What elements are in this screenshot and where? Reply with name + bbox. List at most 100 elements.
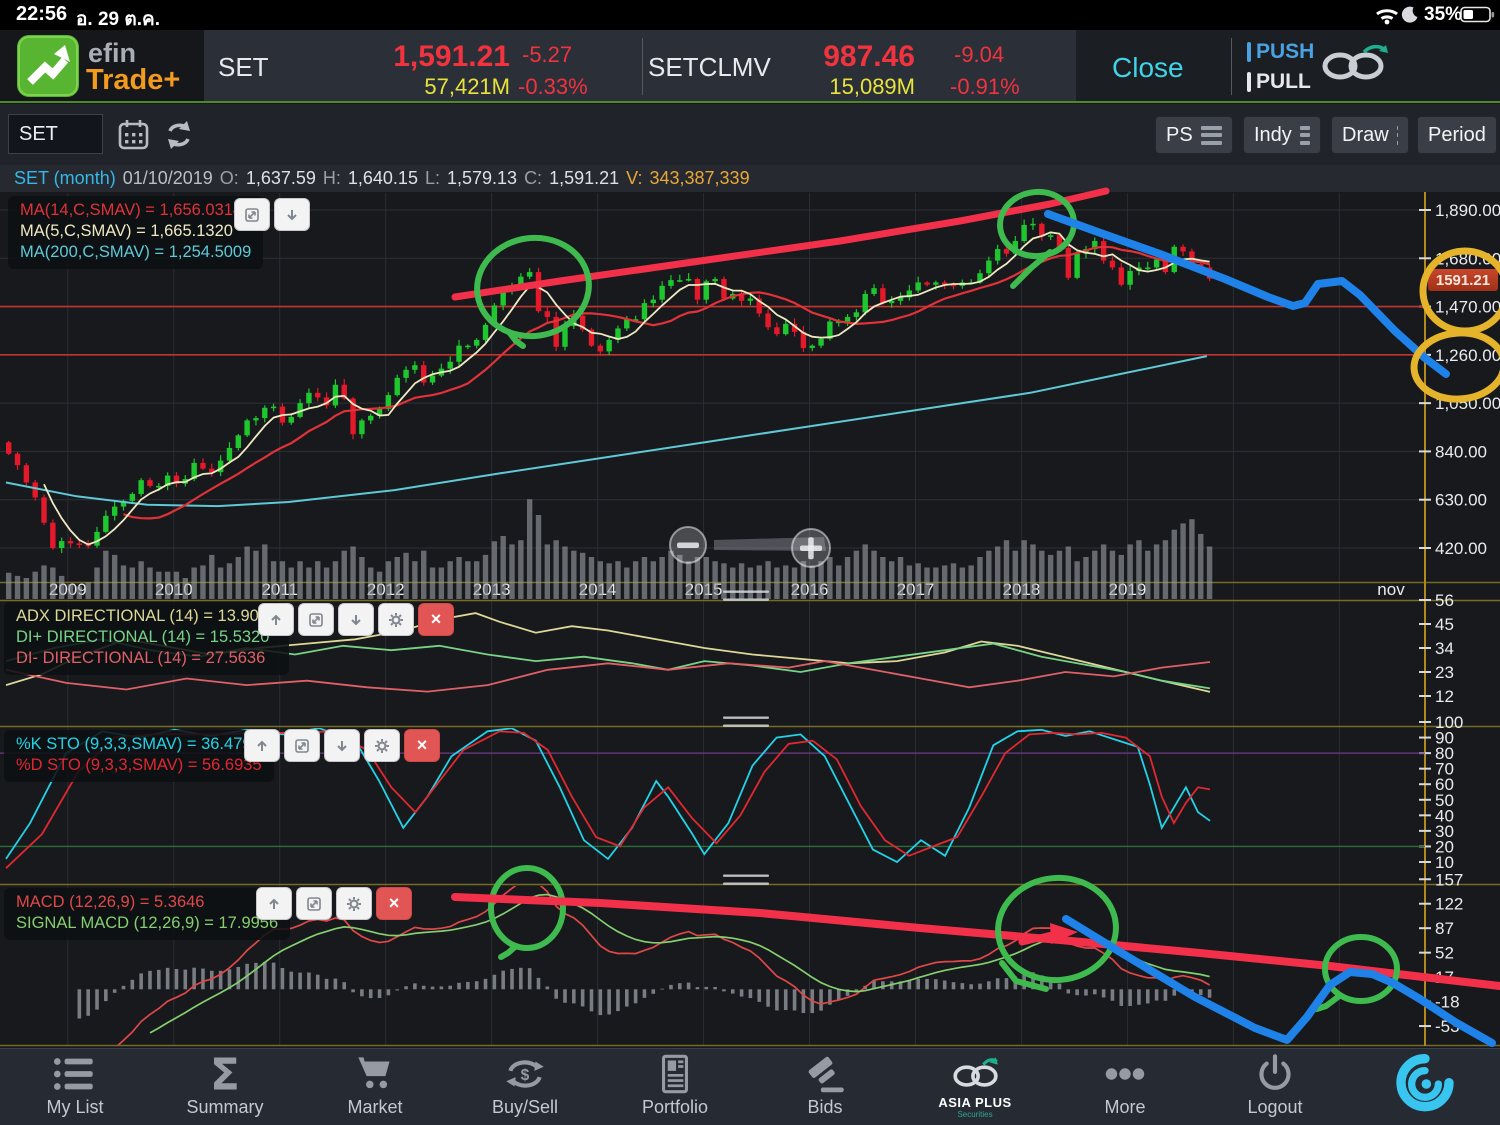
- main-expand-button[interactable]: [234, 198, 270, 231]
- macd-tick-label: -53: [1435, 1017, 1460, 1036]
- buysell-icon: $: [506, 1060, 544, 1088]
- price-tick-label: 1,680.00: [1435, 249, 1500, 268]
- ma14-line: [123, 245, 1210, 520]
- low-label: L:: [424, 168, 440, 188]
- app-header: efin Trade+ SET 1,591.21 57,421M -5.27 -…: [0, 30, 1500, 103]
- macd-up-button[interactable]: [256, 887, 292, 920]
- sto-expand-button[interactable]: [284, 729, 320, 762]
- macd-expand-button[interactable]: [296, 887, 332, 920]
- symbol-input[interactable]: [8, 114, 103, 154]
- svg-text:$: $: [521, 1067, 530, 1084]
- adx-down-button[interactable]: [338, 603, 374, 636]
- moon-icon: [1400, 5, 1420, 25]
- period-button[interactable]: Period: [1417, 116, 1497, 154]
- setclmv-volume: 15,089M: [829, 74, 915, 99]
- set-price: 1,591.21: [393, 40, 510, 73]
- more-icon: [1105, 1068, 1145, 1080]
- nav-item-portfolio[interactable]: Portfolio: [600, 1053, 750, 1123]
- indy-button[interactable]: Indy: [1243, 116, 1321, 154]
- sto-close-button[interactable]: ×: [404, 729, 440, 762]
- adx-tick-label: 23: [1435, 663, 1454, 682]
- nav-item-label: Portfolio: [641, 1097, 709, 1117]
- macd-close-button[interactable]: ×: [376, 887, 412, 920]
- nav-item-label: Buy/Sell: [491, 1097, 559, 1117]
- adx-gear-button[interactable]: [378, 603, 414, 636]
- info-date: 01/10/2019: [122, 168, 213, 188]
- nav-item-sigma[interactable]: Σ Summary: [150, 1053, 300, 1123]
- wifi-icon: [1374, 5, 1400, 25]
- macd-gear-button[interactable]: [336, 887, 372, 920]
- nav-item-buysell[interactable]: $ Buy/Sell: [450, 1053, 600, 1123]
- nav-item-swirl[interactable]: [1350, 1053, 1500, 1123]
- calendar-icon[interactable]: [118, 118, 150, 152]
- high-value: 1,640.15: [347, 168, 418, 188]
- macd-tick-label: 87: [1435, 919, 1454, 938]
- nav-item-sublabel: Securities: [957, 1110, 993, 1119]
- panel-resize-handle[interactable]: [723, 874, 769, 885]
- expand-icon: [245, 207, 259, 222]
- ma5-line: [43, 231, 1210, 546]
- close-label: C:: [524, 168, 543, 188]
- nav-item-more[interactable]: More: [1050, 1053, 1200, 1123]
- brand-efin: efin: [88, 38, 137, 68]
- nav-item-gavel[interactable]: Bids: [750, 1053, 900, 1123]
- macd-signal-legend-value: SIGNAL MACD (12,26,9) = 17.9956: [16, 914, 279, 932]
- last-price-badge: 1591.21: [1428, 269, 1498, 291]
- index-quote-panel: SET 1,591.21 57,421M -5.27 -0.33% SETCLM…: [204, 30, 1076, 103]
- draw-button[interactable]: Draw: [1331, 116, 1409, 154]
- set-change-pct: -0.33%: [518, 74, 588, 99]
- di-plus-legend-value: DI+ DIRECTIONAL (14) = 15.5320: [16, 628, 270, 646]
- sto-down-button[interactable]: [324, 729, 360, 762]
- set-volume: 57,421M: [424, 74, 510, 99]
- adx-expand-button[interactable]: [298, 603, 334, 636]
- panel-resize-handle[interactable]: [723, 716, 769, 727]
- setclmv-price: 987.46: [823, 40, 915, 73]
- di--line: [5, 660, 1211, 693]
- adx-close-button[interactable]: ×: [418, 603, 454, 636]
- down-icon: [351, 614, 361, 625]
- down-icon: [287, 209, 297, 220]
- volume-label: V:: [626, 168, 643, 188]
- info-symbol: SET (month): [14, 168, 116, 188]
- main-down-button[interactable]: [274, 198, 310, 231]
- push-toggle[interactable]: PUSH: [1256, 40, 1315, 63]
- panel-resize-handle[interactable]: [723, 590, 769, 601]
- macd-tick-label: -18: [1435, 993, 1460, 1012]
- sto-tick-label: 60: [1435, 775, 1454, 794]
- macd-tick-label: 52: [1435, 944, 1454, 963]
- adx-tick-label: 34: [1435, 639, 1454, 658]
- draw-button-label: Draw: [1342, 123, 1389, 146]
- ps-button[interactable]: PS: [1155, 116, 1233, 154]
- zoom-slider[interactable]: [714, 537, 826, 551]
- chart-toolbar: PS Indy Draw Period: [0, 104, 1500, 165]
- svg-text:Σ: Σ: [210, 1053, 240, 1095]
- ma-legend: MA(14,C,SMAV) = 1,656.0314 MA(5,C,SMAV) …: [8, 196, 264, 269]
- sto-up-button[interactable]: [244, 729, 280, 762]
- nav-item-list[interactable]: My List: [0, 1053, 150, 1123]
- header-right-panel: Close PUSH PULL ASIA PLUS Securities: [1076, 30, 1500, 103]
- nav-item-asiaplus[interactable]: ASIA PLUS Securities: [900, 1053, 1050, 1123]
- gear-icon: [347, 896, 361, 911]
- efin-logo-icon: [17, 35, 79, 97]
- clock: 22:56: [16, 3, 68, 25]
- status-date: อ. 29 ต.ค.: [76, 9, 160, 30]
- nav-item-cart[interactable]: Market: [300, 1053, 450, 1123]
- divider: [1231, 38, 1232, 95]
- ma14-legend-value: MA(14,C,SMAV) = 1,656.0314: [20, 201, 243, 219]
- asiaplus-icon: [953, 1057, 998, 1087]
- refresh-icon[interactable]: [162, 119, 196, 151]
- zoom-controls[interactable]: [669, 526, 831, 568]
- battery-icon: [1460, 6, 1496, 24]
- adx-up-button[interactable]: [258, 603, 294, 636]
- swirl-icon: [1396, 1054, 1454, 1112]
- sto-tick-label: 10: [1435, 853, 1454, 872]
- price-tick-label: 1,890.00: [1435, 201, 1500, 220]
- pull-toggle[interactable]: PULL: [1256, 70, 1311, 93]
- di-minus-legend-value: DI- DIRECTIONAL (14) = 27.5636: [16, 649, 266, 667]
- sto-gear-button[interactable]: [364, 729, 400, 762]
- expand-icon: [309, 612, 323, 627]
- nav-item-power[interactable]: Logout: [1200, 1053, 1350, 1123]
- ohlc-info-line: SET (month) 01/10/2019 O: 1,637.59 H: 1,…: [0, 165, 1500, 192]
- nav-item-label: Bids: [807, 1097, 843, 1117]
